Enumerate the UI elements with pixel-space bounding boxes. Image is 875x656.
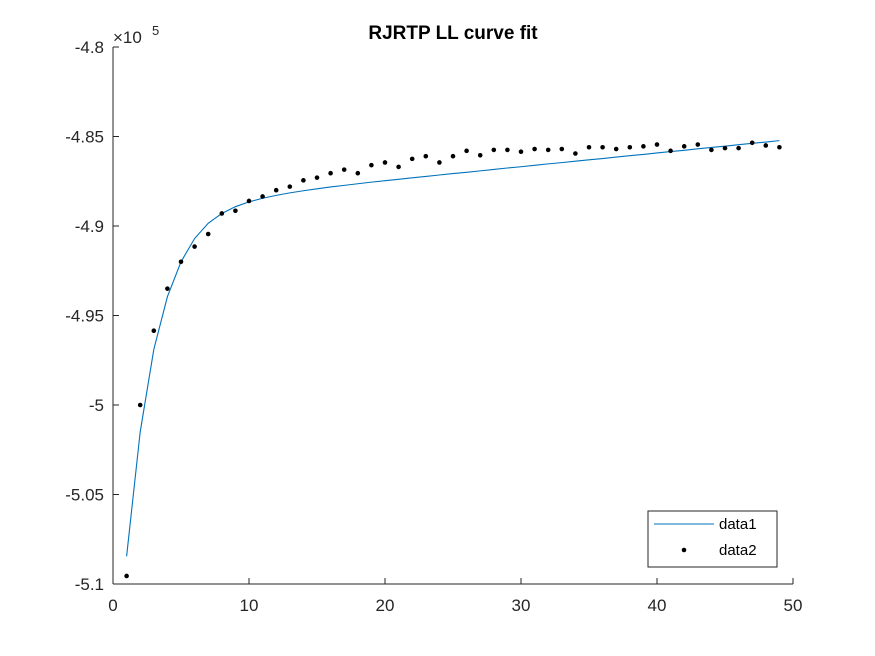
y-tick-label: -4.8 bbox=[75, 38, 104, 57]
data2-point bbox=[505, 147, 510, 153]
data2-point bbox=[301, 178, 306, 183]
data2-point bbox=[260, 194, 265, 199]
data2-point bbox=[355, 170, 361, 176]
data2-point bbox=[409, 156, 415, 162]
y-tick-label: -5 bbox=[89, 396, 104, 415]
data2-point bbox=[423, 153, 429, 159]
data2-point bbox=[341, 167, 347, 172]
data2-point bbox=[736, 145, 741, 151]
data2-point bbox=[369, 162, 374, 168]
data2-point bbox=[573, 151, 578, 156]
chart-title: RJRTP LL curve fit bbox=[368, 23, 538, 44]
x-tick-label: 30 bbox=[512, 596, 531, 615]
x-tick-label: 20 bbox=[376, 596, 395, 615]
data2-point bbox=[450, 153, 456, 159]
data2-point bbox=[749, 140, 755, 146]
data2-point bbox=[314, 175, 320, 180]
data2-point bbox=[287, 184, 293, 189]
x-tick-label: 10 bbox=[240, 596, 259, 615]
data2-point bbox=[668, 148, 673, 154]
legend-data1-label: data1 bbox=[719, 516, 757, 533]
data2-point bbox=[137, 402, 143, 408]
y-exponent-base: ×10 bbox=[113, 28, 142, 47]
data2-point bbox=[545, 147, 551, 153]
y-exponent-label: ×10 5 bbox=[113, 23, 159, 47]
data2-point bbox=[695, 142, 701, 147]
data2-point bbox=[151, 328, 157, 334]
data2-point bbox=[532, 146, 537, 152]
data2-point bbox=[124, 573, 129, 579]
data2-point bbox=[681, 144, 687, 149]
y-tick-label: -5.05 bbox=[65, 486, 104, 505]
data2-point bbox=[464, 148, 469, 154]
data2-point bbox=[600, 144, 605, 150]
data2-point bbox=[437, 160, 442, 165]
data2-point bbox=[654, 142, 660, 147]
legend-data2-label: data2 bbox=[719, 542, 757, 559]
data2-point bbox=[382, 160, 388, 165]
data2-series bbox=[124, 140, 782, 579]
data2-point bbox=[205, 231, 211, 237]
x-tick-label: 50 bbox=[784, 596, 803, 615]
legend-data2-swatch bbox=[681, 547, 687, 553]
data2-point bbox=[709, 147, 714, 153]
y-tick-label: -4.95 bbox=[65, 307, 104, 326]
data2-point bbox=[491, 147, 497, 153]
data2-point bbox=[641, 144, 646, 149]
data2-point bbox=[192, 244, 197, 249]
legend: data1 data2 bbox=[647, 510, 778, 568]
data2-point bbox=[518, 149, 524, 155]
data2-point bbox=[586, 144, 592, 150]
data2-point bbox=[246, 198, 252, 204]
data2-point bbox=[763, 143, 769, 148]
data2-point bbox=[613, 146, 619, 152]
data2-point bbox=[233, 208, 238, 214]
data2-point bbox=[777, 144, 782, 150]
y-tick-label: -4.9 bbox=[75, 217, 104, 236]
y-tick-label: -4.85 bbox=[65, 128, 104, 147]
data2-point bbox=[165, 286, 170, 291]
y-tick-label: -5.1 bbox=[75, 575, 104, 594]
x-ticks: 0 10 20 30 40 50 bbox=[108, 578, 802, 615]
data2-point bbox=[328, 170, 333, 176]
data2-point bbox=[219, 211, 225, 216]
data2-point bbox=[396, 164, 401, 170]
data2-point bbox=[273, 187, 279, 193]
y-exponent-power: 5 bbox=[152, 23, 159, 38]
data2-point bbox=[559, 146, 565, 152]
x-tick-label: 0 bbox=[108, 596, 117, 615]
x-tick-label: 40 bbox=[648, 596, 667, 615]
data2-point bbox=[178, 259, 184, 265]
y-ticks: -4.8 -4.85 -4.9 -4.95 -5 -5.05 -5.1 bbox=[65, 38, 119, 594]
data2-point bbox=[722, 145, 728, 151]
data2-point bbox=[627, 144, 633, 150]
legend-box bbox=[647, 510, 778, 568]
data2-point bbox=[477, 153, 483, 158]
